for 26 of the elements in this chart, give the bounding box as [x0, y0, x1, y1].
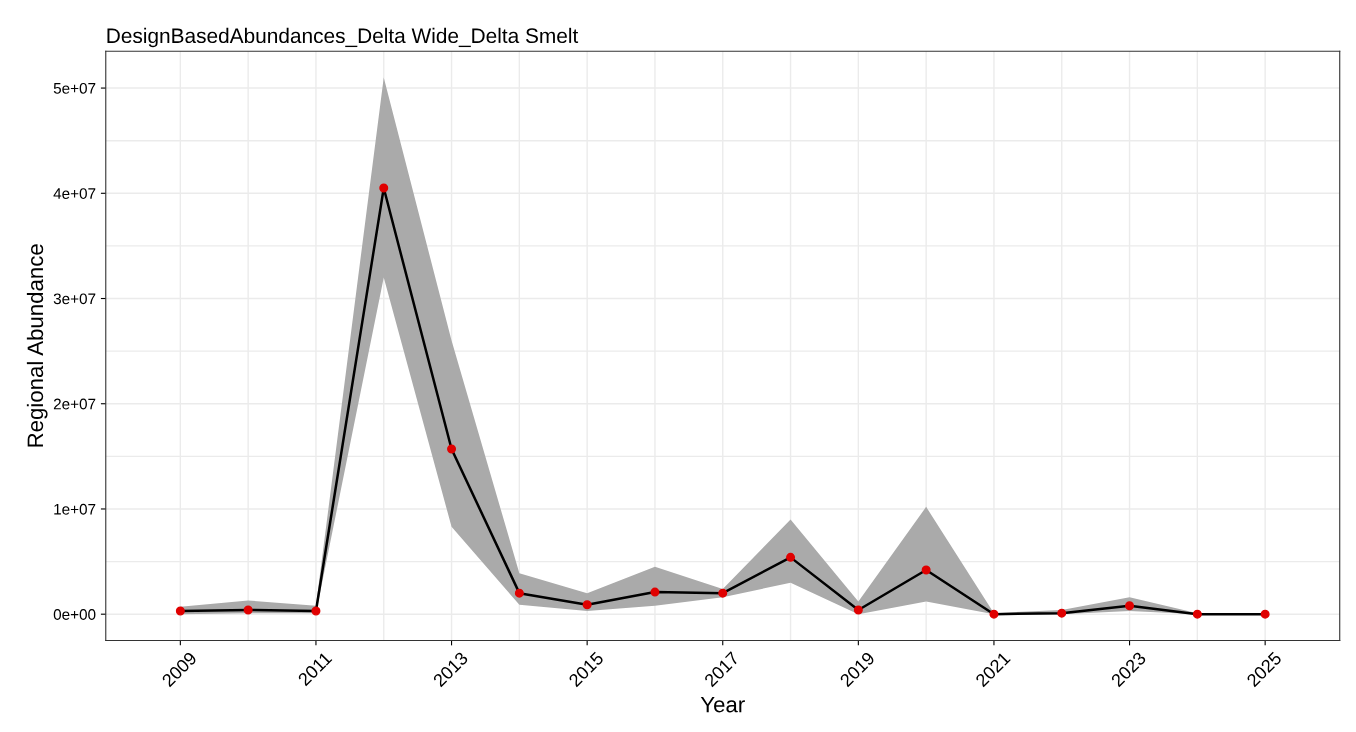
point — [447, 444, 457, 454]
point — [1125, 601, 1135, 611]
point — [1192, 609, 1202, 619]
point — [379, 183, 389, 193]
y-axis-title: Regional Abundance — [26, 244, 48, 447]
y-tick-label: 1e+07 — [54, 503, 96, 515]
point — [989, 609, 999, 619]
y-tick-label: 0e+00 — [53, 609, 96, 620]
point — [650, 587, 660, 597]
point — [311, 606, 321, 616]
y-tick-label: 5e+07 — [53, 82, 96, 94]
point — [921, 565, 931, 575]
point — [718, 588, 728, 598]
point — [1260, 609, 1270, 619]
point — [786, 552, 796, 562]
point — [243, 605, 253, 615]
y-tick-label: 2e+07 — [53, 398, 96, 410]
point — [582, 600, 592, 610]
y-tick-label: 3e+07 — [53, 293, 96, 305]
point — [853, 605, 863, 615]
x-axis-title: Year — [700, 696, 745, 713]
y-tick-label: 4e+07 — [53, 188, 96, 199]
point — [514, 588, 524, 598]
point — [1057, 608, 1067, 618]
point — [175, 606, 185, 616]
chart-title: DesignBasedAbundances_Delta Wide_Delta Smelt — [107, 27, 579, 48]
